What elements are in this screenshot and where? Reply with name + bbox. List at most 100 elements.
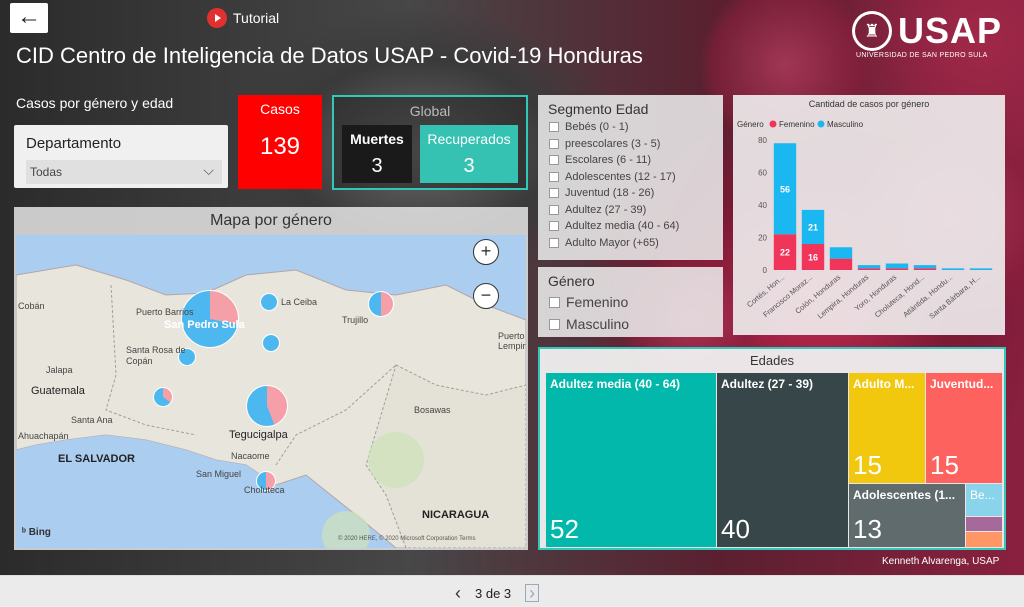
chevron-right-icon[interactable]: › [525, 584, 540, 602]
legend-label: Masculino [827, 120, 864, 129]
map-label-santa-rosa: Santa Rosa de Copán [126, 345, 186, 366]
genero-option-label: Femenino [566, 294, 629, 310]
page-indicator: 3 de 3 [475, 585, 512, 601]
y-tick-label: 0 [763, 266, 768, 275]
zoom-in-button[interactable]: + [473, 239, 499, 265]
segmento-option[interactable]: Adultez media (40 - 64) [538, 218, 723, 235]
map-label-nicaragua: NICARAGUA [422, 509, 490, 521]
minus-icon: − [480, 285, 492, 305]
logo-text: USAP [897, 10, 1002, 51]
treemap-block-label: Adultez media (40 - 64) [550, 377, 681, 391]
muertes-card: Muertes 3 [342, 125, 412, 183]
map-bubble[interactable] [181, 290, 239, 348]
segmento-option[interactable]: Juventud (18 - 26) [538, 185, 723, 202]
recuperados-card: Recuperados 3 [420, 125, 518, 183]
treemap-block-value: 15 [930, 450, 959, 480]
map-bubble[interactable] [246, 385, 288, 427]
plus-icon: + [480, 241, 492, 261]
youtube-icon [207, 8, 227, 28]
treemap-block-label: Adolescentes (1... [853, 488, 956, 502]
map-bubble[interactable] [153, 387, 173, 407]
segmento-option[interactable]: Adolescentes (12 - 17) [538, 169, 723, 186]
bar-chart-svg: Cantidad de casos por género Género Femeni… [737, 99, 993, 321]
bar [969, 268, 993, 270]
bar [913, 265, 937, 269]
checkbox-icon [549, 188, 559, 199]
checkbox-icon [549, 237, 559, 248]
checkbox-icon [549, 318, 560, 330]
muertes-label: Muertes [350, 131, 404, 147]
map-label-bosawas: Bosawas [414, 405, 451, 415]
zoom-out-button[interactable]: − [473, 283, 499, 309]
bar [857, 268, 881, 270]
bar [773, 234, 797, 270]
treemap-block[interactable] [966, 517, 1002, 531]
arrow-left-icon: ← [17, 3, 41, 30]
legend-label: Femenino [779, 120, 815, 129]
global-card: Global Muertes 3 Recuperados 3 [332, 95, 528, 190]
back-button[interactable]: ← [10, 3, 48, 33]
treemap-block[interactable]: Be... [966, 484, 1002, 516]
segmento-option[interactable]: Adultez (27 - 39) [538, 202, 723, 219]
bar-data-label: 22 [780, 248, 790, 258]
treemap-block[interactable]: Adolescentes (1... 13 [849, 484, 965, 547]
bar [773, 143, 797, 235]
y-tick-label: 20 [758, 234, 767, 243]
treemap-block[interactable]: Adulto M... 15 [849, 373, 925, 483]
bar [801, 244, 825, 270]
segmento-option[interactable]: Adulto Mayor (+65) [538, 235, 723, 252]
map-bubble[interactable] [260, 293, 278, 311]
segmento-option-label: Juventud (18 - 26) [565, 187, 655, 200]
casos-card: Casos 139 [238, 95, 322, 189]
edades-treemap: Edades Adultez media (40 - 64) 52 Adultez… [538, 347, 1006, 550]
map-copyright: © 2020 HERE, © 2020 Microsoft Corporatio… [338, 536, 476, 542]
bar [941, 268, 965, 270]
checkbox-icon [549, 204, 559, 215]
treemap-block[interactable]: Juventud... 15 [926, 373, 1002, 483]
bar [829, 258, 853, 270]
bar [913, 268, 937, 270]
map-bubble[interactable] [262, 334, 280, 352]
segmento-option-label: Escolares (6 - 11) [565, 154, 651, 167]
treemap-block-label: Adultez (27 - 39) [721, 377, 814, 391]
treemap-block[interactable]: Adultez (27 - 39) 40 [717, 373, 848, 547]
map-bubble[interactable] [368, 291, 394, 317]
treemap-block-label: Juventud... [930, 377, 994, 391]
chevron-left-icon[interactable]: ‹ [455, 583, 461, 603]
treemap-block[interactable] [966, 532, 1002, 547]
cases-by-gender-chart: Cantidad de casos por género Género Femeni… [733, 95, 1005, 335]
checkbox-icon [549, 138, 559, 149]
recuperados-value: 3 [463, 155, 475, 177]
map-label-ahuachapan: Ahuachapán [18, 431, 69, 441]
segmento-option[interactable]: Bebés (0 - 1) [538, 119, 723, 136]
map-label-el-salvador: EL SALVADOR [58, 453, 136, 465]
segmento-option[interactable]: preescolares (3 - 5) [538, 136, 723, 153]
chart-title: Cantidad de casos por género [809, 99, 930, 109]
bar [885, 263, 909, 269]
tutorial-link[interactable]: Tutorial [207, 8, 279, 28]
map-title: Mapa por género [210, 212, 332, 229]
genero-option[interactable]: Femenino [538, 291, 723, 313]
map-label-san-miguel: San Miguel [196, 469, 242, 479]
genero-option[interactable]: Masculino [538, 313, 723, 335]
departamento-dropdown[interactable]: Todas ⌵ [26, 160, 222, 184]
y-tick-label: 40 [758, 201, 767, 210]
map-canvas[interactable]: Cobán Puerto Barrios San Pedro Sula La C… [16, 235, 526, 548]
casos-value: 139 [259, 133, 301, 160]
global-label: Global [409, 103, 451, 119]
map-bubble[interactable] [178, 348, 196, 366]
segmento-option[interactable]: Escolares (6 - 11) [538, 152, 723, 169]
bar-data-label: 21 [808, 222, 818, 232]
x-tick-label: Atlántida, Hondu... [901, 273, 954, 320]
map-label-san-pedro-sula: San Pedro Sula [164, 319, 245, 331]
usap-logo: ♜ USAP UNIVERSIDAD DE SAN PEDRO SULA [852, 10, 1002, 59]
map-label-puerto-barrios: Puerto Barrios [136, 307, 194, 317]
checkbox-icon [549, 221, 559, 232]
map-bubble[interactable] [256, 471, 276, 491]
map-label-jalapa: Jalapa [46, 365, 73, 375]
map-label-santa-ana: Santa Ana [71, 415, 113, 425]
segmento-option-label: preescolares (3 - 5) [565, 137, 661, 150]
segmento-edad-slicer: Segmento Edad Bebés (0 - 1) preescolares… [538, 95, 723, 260]
map-label-puerto-lempira: Puerto Lempira [498, 331, 526, 351]
treemap-block[interactable]: Adultez media (40 - 64) 52 [546, 373, 716, 547]
